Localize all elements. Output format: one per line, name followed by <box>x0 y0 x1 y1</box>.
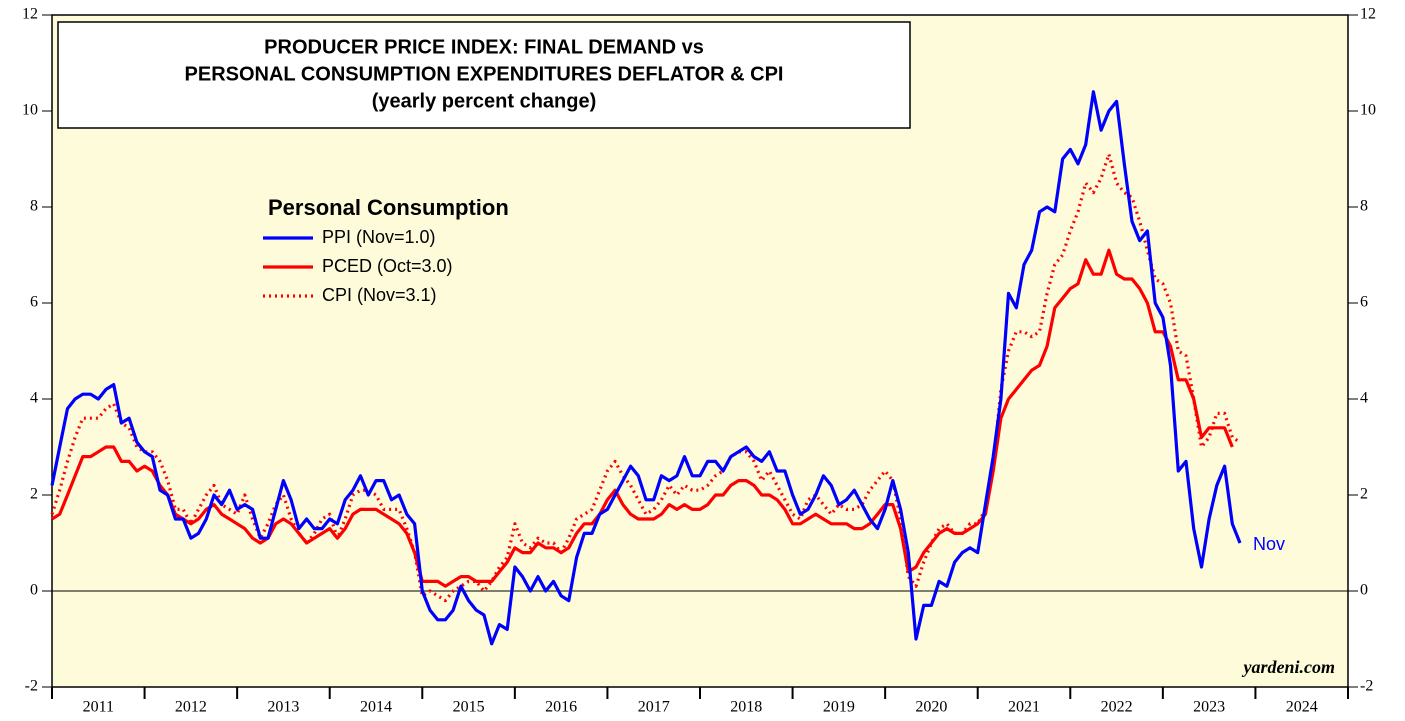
x-tick-label: 2021 <box>1008 699 1040 716</box>
x-tick-label: 2024 <box>1286 699 1318 716</box>
legend-label: CPI (Nov=3.1) <box>322 285 437 305</box>
y-tick-label: 4 <box>30 390 38 407</box>
title-box <box>57 21 911 129</box>
x-tick-label: 2012 <box>175 699 207 716</box>
x-tick-label: 2020 <box>915 699 947 716</box>
annotation: Nov <box>1253 534 1285 554</box>
chart-title: PERSONAL CONSUMPTION EXPENDITURES DEFLAT… <box>185 63 784 85</box>
legend-label: PPI (Nov=1.0) <box>322 227 436 247</box>
y2-tick-label: 12 <box>1360 6 1376 23</box>
series-line <box>51 248 1234 588</box>
x-tick-label: 2011 <box>83 699 114 716</box>
y2-tick-label: 2 <box>1360 486 1368 503</box>
y2-tick-label: -2 <box>1360 678 1373 695</box>
legend-label: PCED (Oct=3.0) <box>322 256 453 276</box>
x-tick-label: 2018 <box>730 699 762 716</box>
x-tick-label: 2013 <box>267 699 299 716</box>
x-tick-label: 2016 <box>545 699 577 716</box>
y-tick-label: 12 <box>22 6 38 23</box>
x-tick-label: 2022 <box>1101 699 1133 716</box>
y2-tick-label: 6 <box>1360 294 1368 311</box>
x-tick-label: 2015 <box>453 699 485 716</box>
y2-tick-label: 4 <box>1360 390 1368 407</box>
y2-tick-label: 8 <box>1360 198 1368 215</box>
y-tick-label: 10 <box>22 102 38 119</box>
y2-tick-label: 0 <box>1360 582 1368 599</box>
source-note: yardeni.com <box>1242 657 1336 677</box>
x-tick-label: 2023 <box>1193 699 1225 716</box>
y-tick-label: 0 <box>30 582 38 599</box>
y-tick-label: 8 <box>30 198 38 215</box>
x-tick-label: 2017 <box>638 699 670 716</box>
x-tick-label: 2019 <box>823 699 855 716</box>
y-tick-label: -2 <box>25 678 38 695</box>
x-tick-label: 2014 <box>360 699 392 716</box>
y-tick-label: 2 <box>30 486 38 503</box>
y-tick-label: 6 <box>30 294 38 311</box>
chart-title: PRODUCER PRICE INDEX: FINAL DEMAND vs <box>264 36 704 58</box>
y2-tick-label: 10 <box>1360 102 1376 119</box>
series-line <box>50 90 1242 646</box>
chart-subtitle: (yearly percent change) <box>372 90 597 112</box>
legend-title: Personal Consumption <box>268 195 509 220</box>
